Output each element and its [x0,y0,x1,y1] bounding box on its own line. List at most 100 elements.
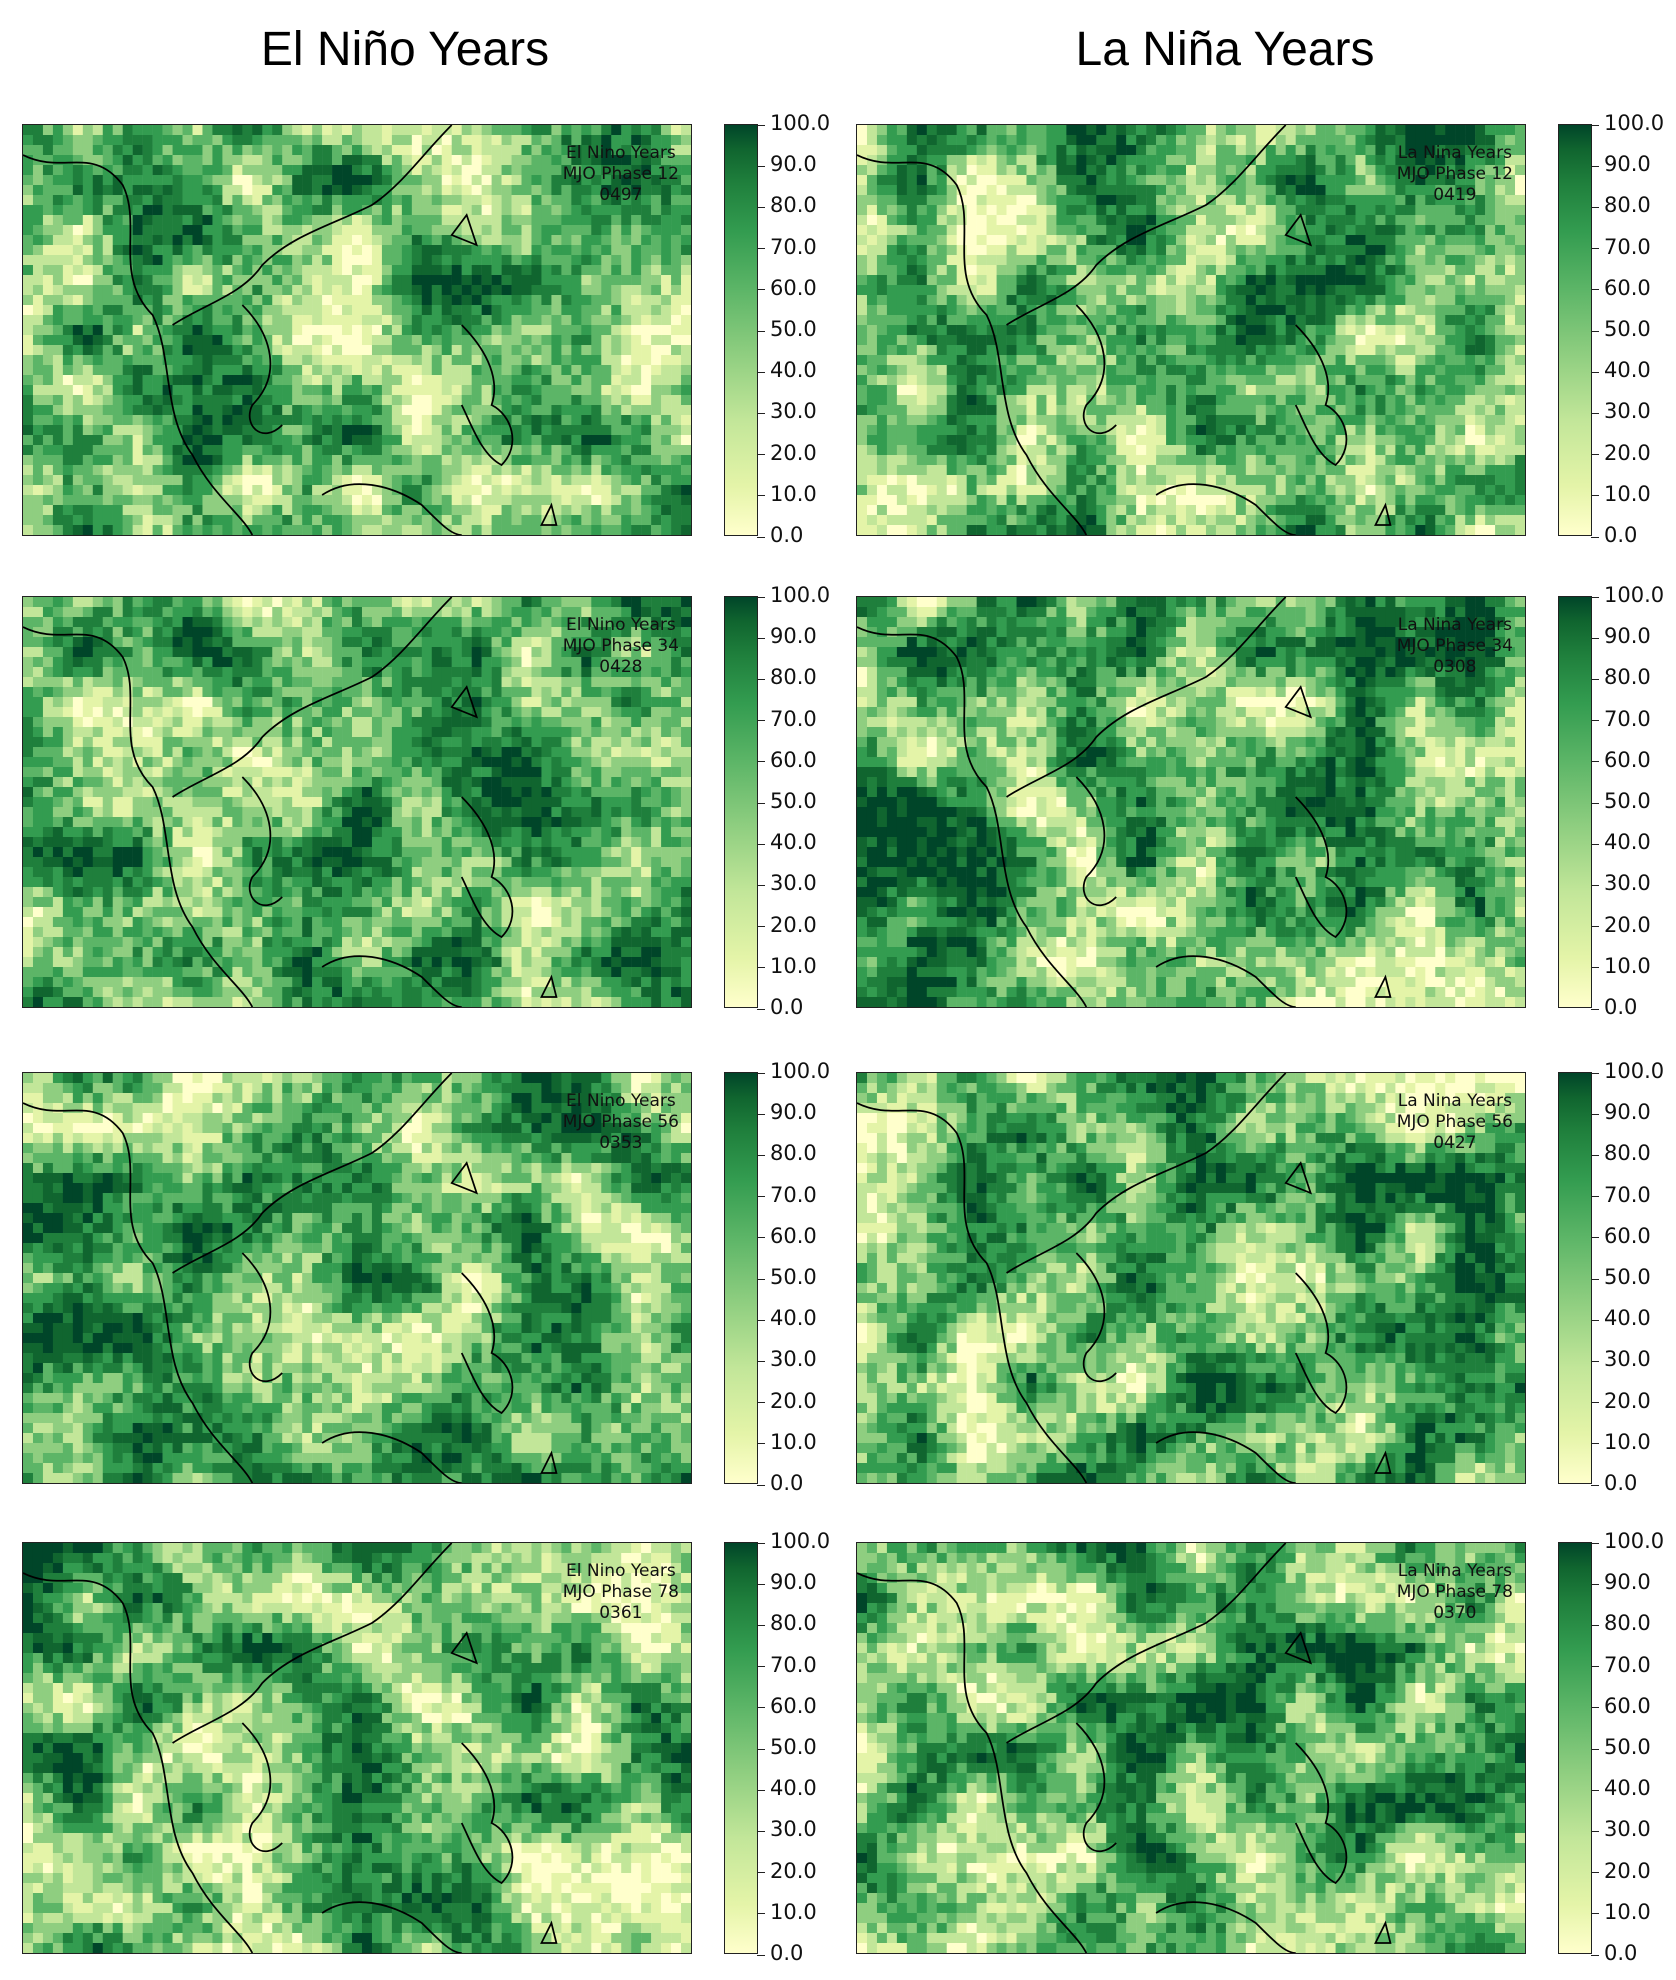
coastline [321,1901,462,1953]
colorbar-tick [757,1666,765,1668]
colorbar-tick-label: 30.0 [770,1819,817,1840]
colorbar-tick-label: 50.0 [1604,1737,1651,1758]
colorbar-tick-label: 50.0 [1604,319,1651,340]
colorbar-tick [1591,1748,1599,1750]
colorbar-tick-label: 40.0 [1604,1308,1651,1329]
coastline [460,1742,514,1885]
colorbar-tick [757,884,765,886]
coastline [1075,776,1117,907]
coastline [1075,1722,1117,1853]
coastline [241,1722,283,1853]
colorbar-tick-label: 10.0 [770,1901,817,1923]
panel-annotation: La Nina Years MJO Phase 34 0308 [1397,615,1513,678]
coastline [321,483,462,535]
coastline [857,1102,1088,1483]
colorbar-tick-label: 70.0 [1604,236,1651,258]
annotation-line: 0428 [563,657,679,678]
panel-annotation: El Nino Years MJO Phase 78 0361 [563,1561,679,1624]
coastline [172,1543,453,1744]
colorbar-tick [1591,884,1599,886]
colorbar-tick [757,678,765,680]
map-frame: El Nino Years MJO Phase 56 0353 [22,1072,692,1484]
colorbar-tick [1591,843,1599,845]
colorbar-tick-label: 0.0 [1604,1943,1637,1964]
annotation-line: El Nino Years [563,1561,679,1582]
colorbar-tick [1591,926,1599,928]
coastline [450,685,479,719]
colorbar-tick [757,371,765,373]
colorbar-tick-label: 100.0 [1604,1531,1664,1552]
annotation-line: MJO Phase 12 [563,164,679,185]
colorbar-tick-label: 70.0 [1604,1184,1651,1206]
colorbar-tick-label: 70.0 [770,1184,817,1206]
colorbar [1558,1072,1599,1486]
coastline [540,974,558,998]
annotation-line: El Nino Years [563,615,679,636]
colorbar-tick [1591,1542,1599,1544]
colorbar-tick-label: 70.0 [770,708,817,730]
probability-map [857,1543,1525,1953]
colorbar-tick [1591,1624,1599,1626]
annotation-line: La Nina Years [1397,143,1513,164]
colorbar-tick-label: 0.0 [770,1473,803,1494]
colorbar-tick-label: 20.0 [1604,1390,1651,1412]
colorbar-tick [757,1542,765,1544]
colorbar-tick [1591,1360,1599,1362]
coastline [450,1631,479,1665]
colorbar-tick-label: 80.0 [1604,195,1651,216]
colorbar-tick-label: 80.0 [770,1143,817,1164]
annotation-line: 0497 [563,185,679,206]
coastline [460,796,514,939]
colorbar [1558,596,1599,1010]
coastline [1284,685,1313,719]
annotation-line: MJO Phase 78 [563,1582,679,1603]
colorbar-tick [1591,967,1599,969]
coastline [1006,1543,1287,1744]
colorbar-tick [1591,761,1599,763]
colorbar-tick [757,289,765,291]
colorbar-tick-label: 30.0 [1604,1349,1651,1370]
colorbar-tick-label: 100.0 [1604,113,1664,134]
colorbar-tick [1591,1666,1599,1668]
colorbar-tick-label: 50.0 [770,791,817,812]
colorbar-tick-label: 20.0 [1604,442,1651,464]
coastline [857,626,1088,1007]
coastline [172,597,453,798]
probability-cells [23,125,691,535]
coastline [172,125,453,326]
colorbar-tick [1591,1707,1599,1709]
colorbar-tick-label: 0.0 [1604,997,1637,1018]
coastline [857,154,1088,535]
coastline [23,626,254,1007]
coastline [1155,483,1296,535]
colorbar-tick-label: 0.0 [770,997,803,1018]
colorbar-tick [1591,124,1599,126]
colorbar-tick-label: 40.0 [770,1778,817,1799]
colorbar-tick [757,206,765,208]
colorbar-tick [757,1319,765,1321]
colorbar-tick-label: 20.0 [770,914,817,936]
colorbar-tick [1591,1113,1599,1115]
coastline [1006,1073,1287,1274]
colorbar-tick [757,1154,765,1156]
coastline [1006,597,1287,798]
colorbar-tick [757,495,765,497]
colorbar-tick-label: 10.0 [1604,1901,1651,1923]
colorbar-tick [1591,678,1599,680]
colorbar-tick-label: 90.0 [770,626,817,647]
annotation-line: 0353 [563,1133,679,1154]
annotation-line: La Nina Years [1397,1561,1513,1582]
colorbar-tick-label: 100.0 [770,1531,830,1552]
coastline [1284,213,1313,247]
coastline [450,213,479,247]
annotation-line: 0361 [563,1603,679,1624]
coastline [460,324,514,467]
colorbar-tick [757,1913,765,1915]
colorbar-tick-label: 90.0 [770,1102,817,1123]
colorbar-tick [1591,637,1599,639]
coastline [241,776,283,907]
coastline [460,1272,514,1415]
colorbar-tick-label: 60.0 [770,1225,817,1247]
panel-annotation: La Nina Years MJO Phase 78 0370 [1397,1561,1513,1624]
colorbar-tick [757,1008,765,1010]
